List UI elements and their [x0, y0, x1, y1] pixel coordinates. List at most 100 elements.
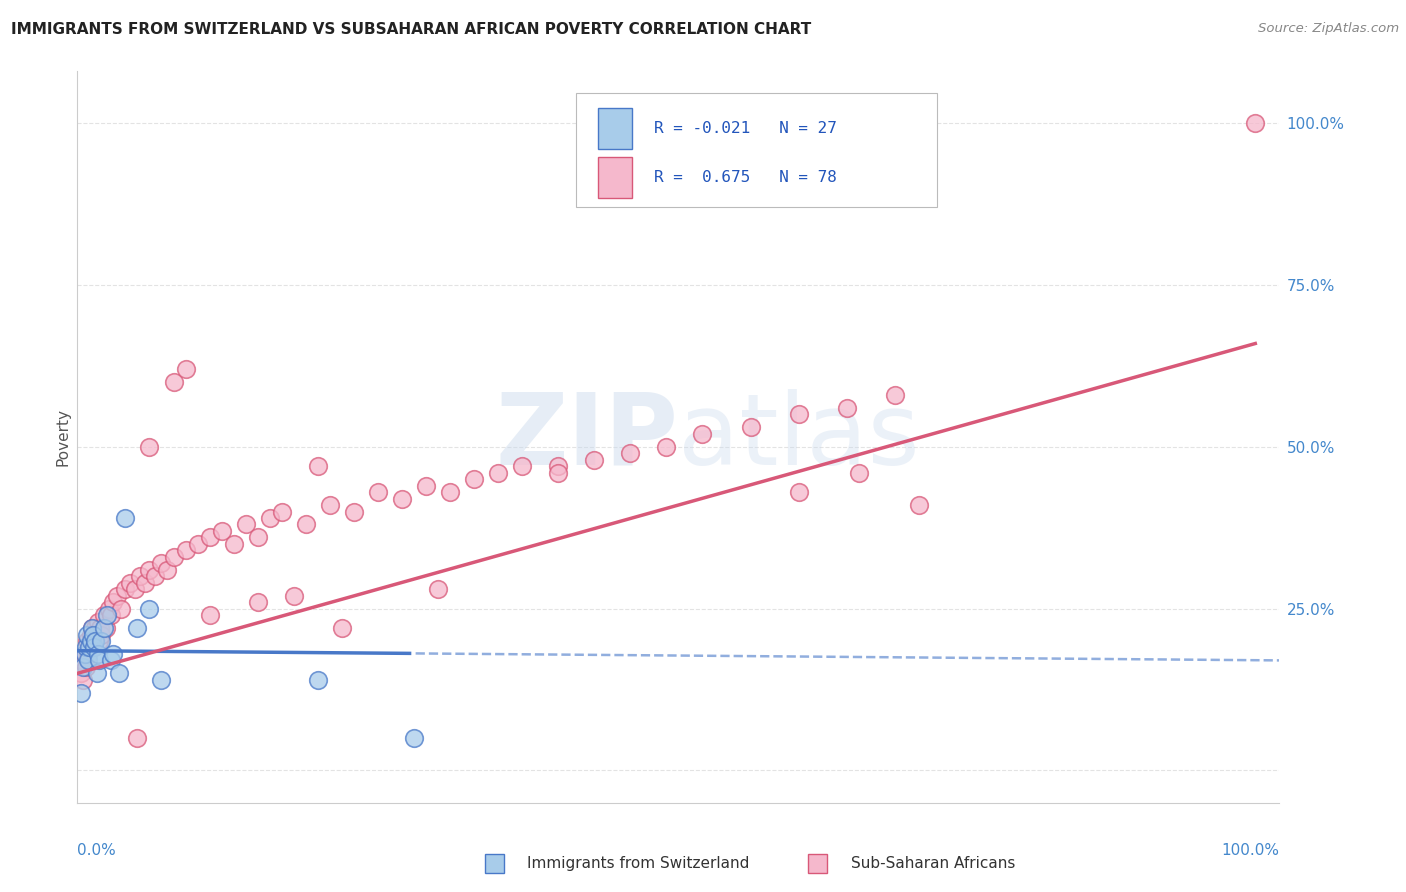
- Point: [87, 634, 110, 648]
- Point: [740, 420, 762, 434]
- Point: [103, 647, 125, 661]
- Point: [294, 517, 316, 532]
- Point: [96, 608, 118, 623]
- Text: Sub-Saharan Africans: Sub-Saharan Africans: [851, 856, 1015, 871]
- Point: [127, 731, 149, 745]
- Text: R =  0.675   N = 78: R = 0.675 N = 78: [654, 169, 837, 185]
- Point: [114, 582, 136, 597]
- Point: [415, 478, 437, 492]
- Point: [583, 452, 606, 467]
- Point: [510, 459, 533, 474]
- Point: [198, 530, 221, 544]
- Point: [134, 575, 156, 590]
- Point: [82, 627, 104, 641]
- Point: [97, 601, 120, 615]
- Point: [108, 666, 131, 681]
- Point: [150, 673, 173, 687]
- Point: [908, 498, 931, 512]
- Point: [103, 595, 125, 609]
- Point: [110, 601, 132, 615]
- Point: [150, 557, 173, 571]
- FancyBboxPatch shape: [598, 108, 631, 149]
- Point: [848, 466, 870, 480]
- Point: [156, 563, 179, 577]
- Point: [70, 666, 93, 681]
- Point: [77, 653, 100, 667]
- Point: [79, 627, 101, 641]
- Point: [655, 440, 678, 454]
- Point: [87, 647, 110, 661]
- Point: [105, 589, 128, 603]
- Point: [90, 627, 112, 641]
- Point: [547, 466, 569, 480]
- Point: [835, 401, 858, 415]
- Point: [787, 485, 810, 500]
- Point: [75, 660, 97, 674]
- Point: [84, 634, 107, 648]
- Point: [367, 485, 389, 500]
- Point: [87, 653, 110, 667]
- Text: Immigrants from Switzerland: Immigrants from Switzerland: [527, 856, 749, 871]
- Point: [70, 653, 93, 667]
- Point: [307, 459, 329, 474]
- Point: [547, 459, 569, 474]
- Point: [76, 627, 98, 641]
- Y-axis label: Poverty: Poverty: [55, 408, 70, 467]
- Point: [391, 491, 413, 506]
- Point: [127, 621, 149, 635]
- Point: [70, 686, 93, 700]
- Text: R = -0.021   N = 27: R = -0.021 N = 27: [654, 121, 837, 136]
- Point: [79, 640, 101, 655]
- Point: [93, 608, 115, 623]
- Point: [73, 647, 96, 661]
- Point: [439, 485, 461, 500]
- Point: [330, 621, 353, 635]
- Point: [787, 408, 810, 422]
- Point: [145, 569, 167, 583]
- Point: [283, 589, 305, 603]
- Point: [138, 563, 160, 577]
- Point: [83, 640, 105, 655]
- Point: [80, 621, 103, 635]
- Point: [72, 673, 94, 687]
- Point: [307, 673, 329, 687]
- Point: [162, 375, 184, 389]
- Point: [222, 537, 245, 551]
- Point: [259, 511, 281, 525]
- Point: [100, 653, 122, 667]
- Point: [463, 472, 485, 486]
- Point: [100, 608, 122, 623]
- Point: [72, 660, 94, 674]
- FancyBboxPatch shape: [598, 157, 631, 197]
- Text: 0.0%: 0.0%: [77, 843, 117, 858]
- Point: [692, 426, 714, 441]
- Point: [235, 517, 257, 532]
- Point: [128, 569, 150, 583]
- Point: [79, 640, 101, 655]
- Point: [402, 731, 425, 745]
- Point: [883, 388, 905, 402]
- Point: [162, 549, 184, 564]
- Point: [486, 466, 509, 480]
- Point: [427, 582, 450, 597]
- Point: [87, 615, 110, 629]
- Point: [174, 362, 197, 376]
- Point: [86, 627, 108, 641]
- Point: [93, 621, 115, 635]
- Point: [124, 582, 146, 597]
- Point: [80, 621, 103, 635]
- Point: [79, 634, 101, 648]
- Point: [186, 537, 209, 551]
- Text: 100.0%: 100.0%: [1222, 843, 1279, 858]
- Text: atlas: atlas: [679, 389, 920, 485]
- Point: [96, 621, 118, 635]
- Point: [76, 634, 98, 648]
- Point: [90, 634, 112, 648]
- Point: [86, 666, 108, 681]
- Point: [138, 601, 160, 615]
- Point: [619, 446, 641, 460]
- Point: [77, 647, 100, 661]
- Point: [246, 530, 269, 544]
- Text: ZIP: ZIP: [495, 389, 679, 485]
- Point: [73, 647, 96, 661]
